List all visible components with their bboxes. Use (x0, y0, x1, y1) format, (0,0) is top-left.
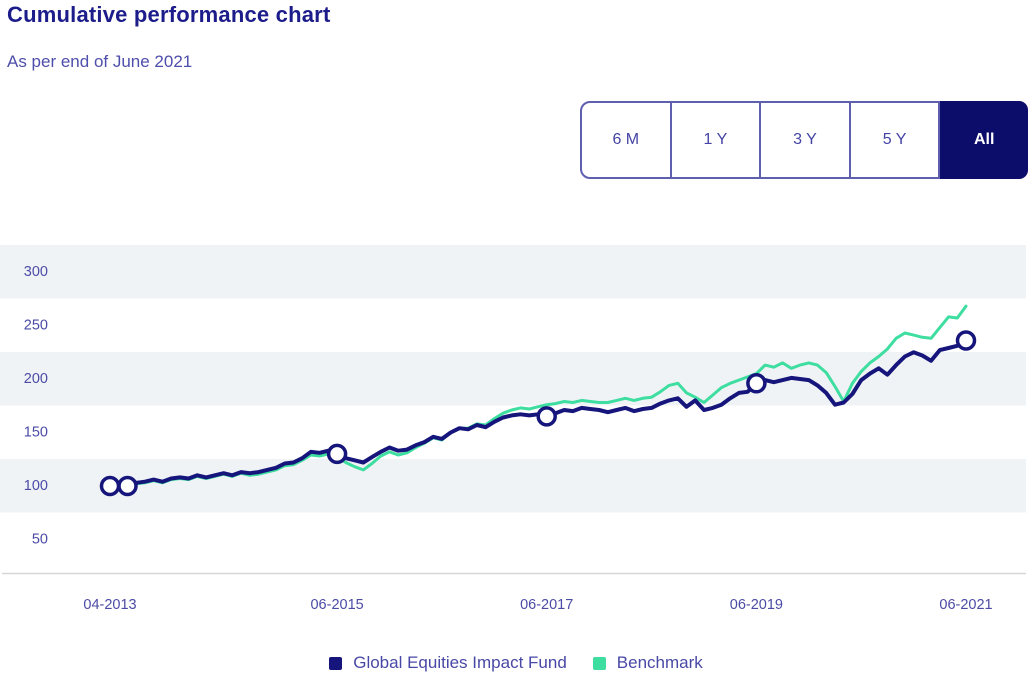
range-button-all[interactable]: All (940, 101, 1028, 179)
data-point-marker (117, 475, 138, 497)
y-tick-label: 150 (24, 425, 48, 441)
data-point-marker (326, 443, 348, 465)
y-tick-label: 300 (24, 264, 48, 280)
legend-swatch-benchmark (592, 656, 606, 670)
x-tick-label: 06-2019 (730, 597, 783, 613)
legend-swatch-fund (329, 656, 343, 670)
legend-item-benchmark: Benchmark (592, 653, 703, 673)
x-tick-label: 06-2017 (520, 597, 573, 613)
x-tick-label: 06-2015 (310, 597, 363, 613)
range-button-5y[interactable]: 5 Y (851, 103, 941, 177)
chart-legend: Global Equities Impact Fund Benchmark (0, 649, 1032, 677)
x-axis-labels: 04-2013 06-2015 06-2017 06-2019 06-2021 (83, 597, 992, 613)
y-tick-label: 50 (32, 532, 48, 548)
y-tick-label: 100 (24, 478, 48, 494)
legend-item-fund: Global Equities Impact Fund (329, 653, 567, 673)
range-button-6m[interactable]: 6 M (582, 103, 672, 177)
chart-area: 300 250 200 150 100 50 04-2013 06-2015 06-2017 0… (0, 245, 1032, 688)
page-subtitle: As per end of June 2021 (7, 52, 193, 71)
legend-label-fund: Global Equities Impact Fund (353, 653, 567, 672)
series-markers (99, 330, 977, 497)
data-point-marker (536, 406, 557, 427)
series-line-benchmark (108, 304, 968, 489)
data-point-marker (746, 373, 767, 394)
y-tick-label: 250 (24, 318, 48, 334)
time-range-selector: 6 M 1 Y 3 Y 5 Y All (580, 101, 1028, 179)
x-tick-label: 06-2021 (939, 597, 992, 613)
range-button-1y[interactable]: 1 Y (672, 103, 762, 177)
y-axis-labels: 300 250 200 150 100 50 (24, 264, 48, 548)
page-title: Cumulative performance chart (7, 2, 331, 27)
grid-bands (0, 245, 1026, 513)
range-button-3y[interactable]: 3 Y (761, 103, 851, 177)
legend-label-benchmark: Benchmark (616, 653, 703, 672)
y-tick-label: 200 (24, 371, 48, 387)
data-point-marker (99, 475, 121, 497)
data-point-marker (955, 330, 977, 351)
x-tick-label: 04-2013 (83, 597, 136, 613)
